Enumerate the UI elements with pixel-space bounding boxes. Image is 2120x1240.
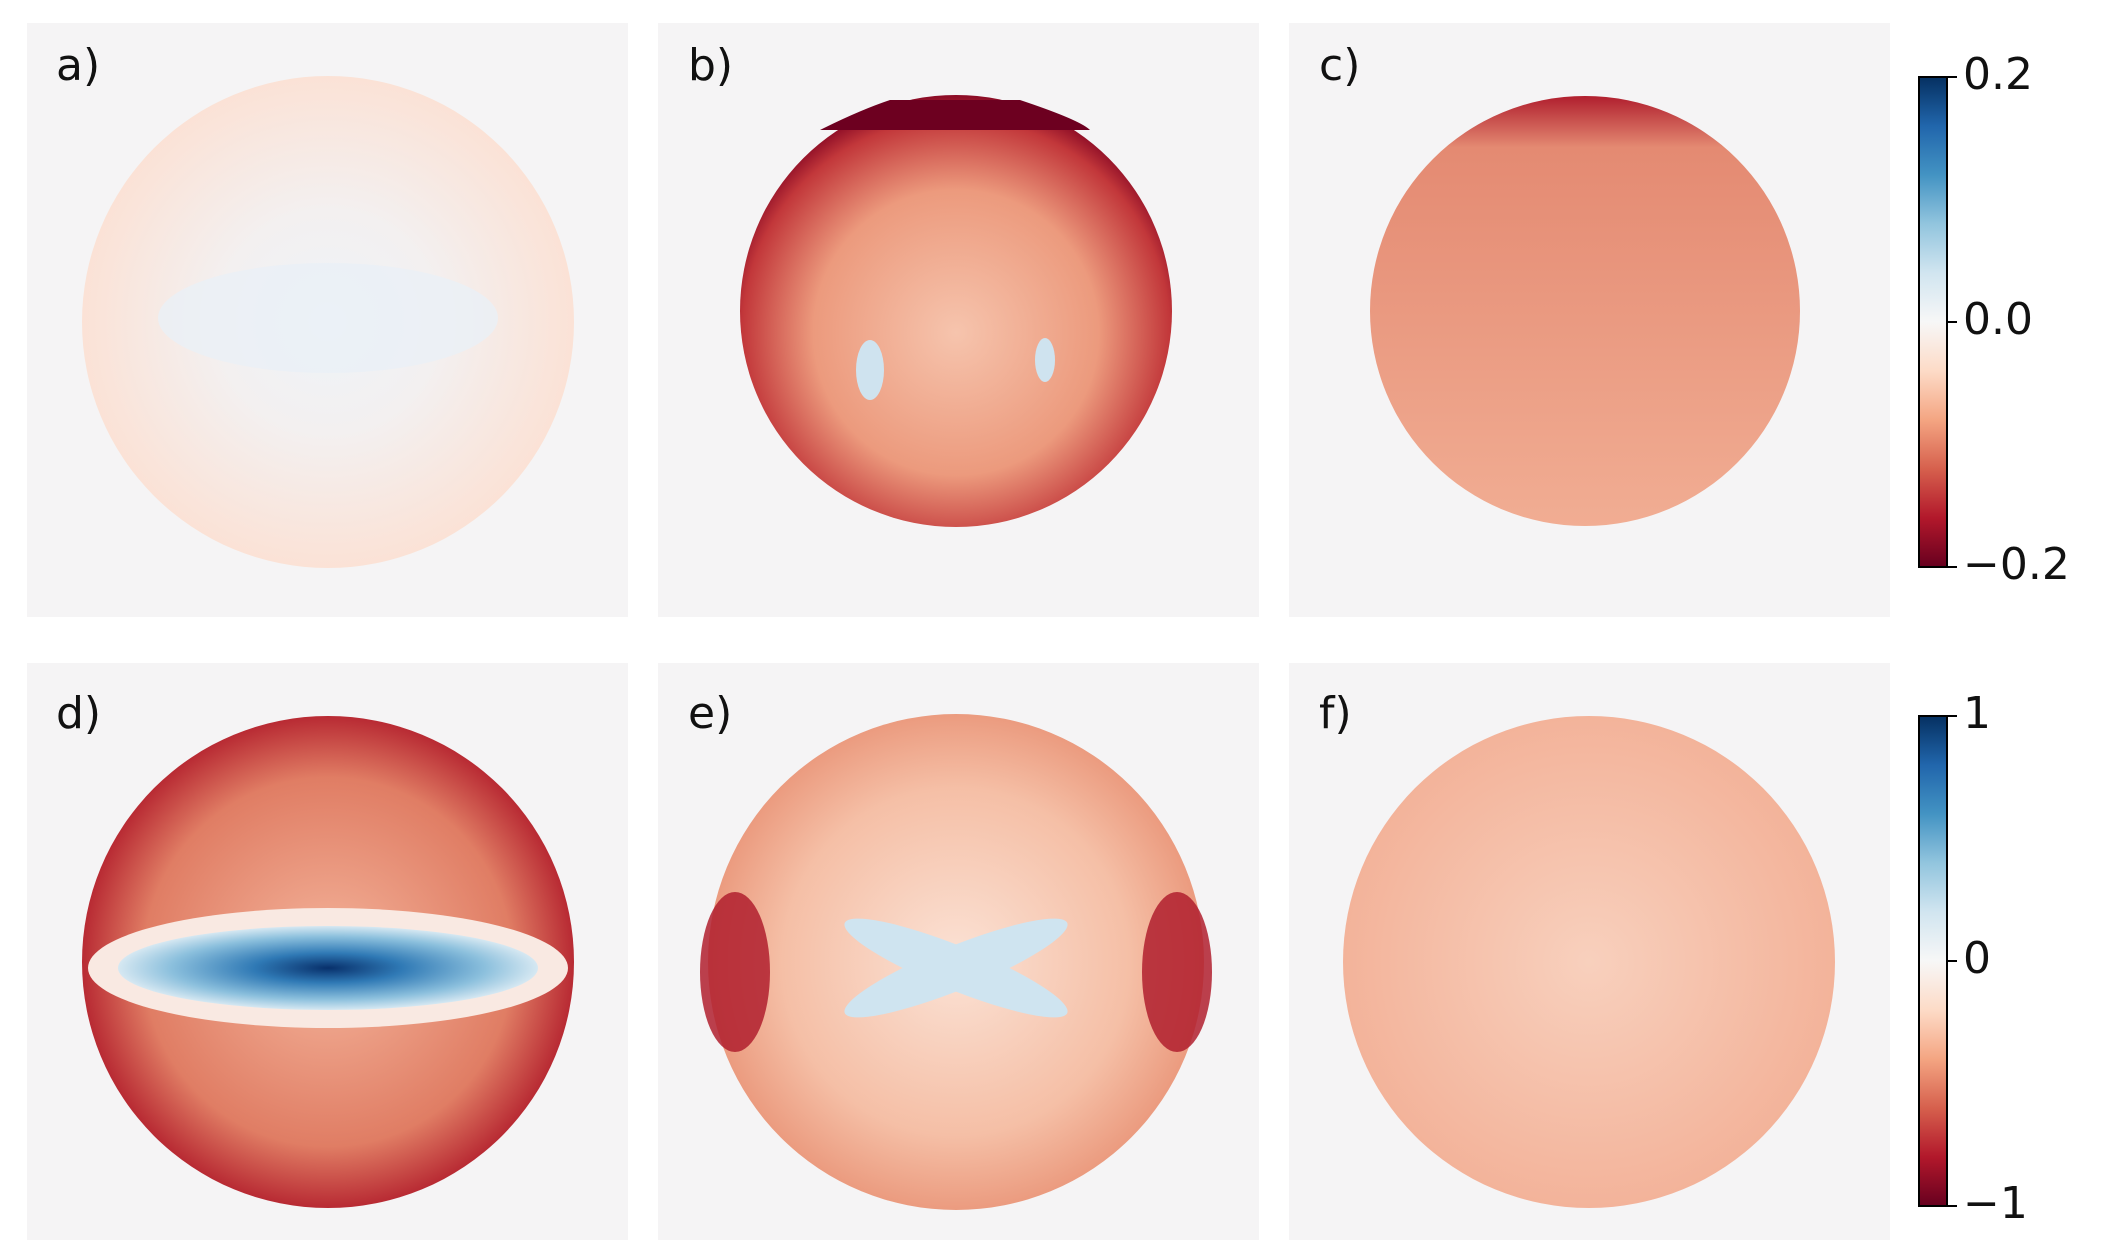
colorbar-tick-label: −1 <box>1963 1178 2028 1229</box>
colorbar <box>1919 77 1947 567</box>
figure: a) b) c) d) e) f) 0.2 0.0 −0.2 1 0 −1 <box>0 0 2120 1240</box>
panel-label: a) <box>56 40 100 91</box>
colorbar-tick-label: 0.2 <box>1963 49 2033 100</box>
panel-label: e) <box>688 688 732 739</box>
panel-label: f) <box>1319 688 1352 739</box>
field-feature <box>1035 338 1055 382</box>
panel-label: b) <box>688 40 733 91</box>
field-feature <box>1142 892 1212 1052</box>
field-feature <box>856 340 884 400</box>
colorbar-tick-label: 0.0 <box>1963 294 2033 345</box>
colorbar <box>1919 716 1947 1206</box>
field-feature <box>700 892 770 1052</box>
colorbar-tick-label: 1 <box>1963 688 1991 739</box>
colorbar-tick-label: 0 <box>1963 933 1991 984</box>
panel-label: c) <box>1319 40 1360 91</box>
field-map <box>740 95 1172 527</box>
field-feature <box>158 263 498 373</box>
field-map <box>1343 716 1835 1208</box>
panel-label: d) <box>56 688 101 739</box>
colorbar-tick-label: −0.2 <box>1963 539 2070 590</box>
colorbars: 0.2 0.0 −0.2 1 0 −1 <box>1919 49 2070 1229</box>
field-map <box>1370 96 1800 526</box>
field-feature <box>118 926 538 1010</box>
panels <box>27 23 1890 1240</box>
